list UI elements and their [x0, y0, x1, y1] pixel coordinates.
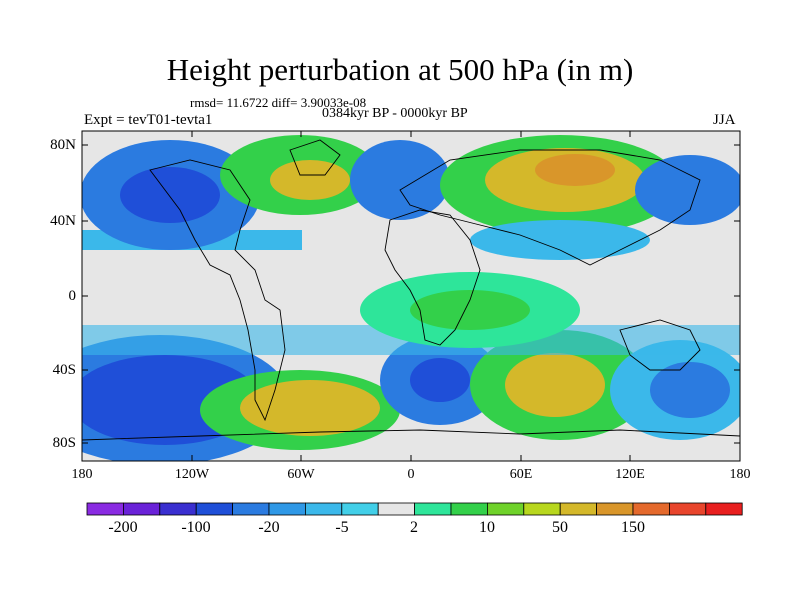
colorbar-swatch — [341, 502, 379, 516]
coastlines — [82, 139, 740, 441]
s-atlantic-core — [240, 380, 380, 436]
australia-coast — [619, 319, 701, 371]
colorbar-label: -200 — [108, 519, 138, 536]
lon-tick-120w: 120W — [174, 467, 210, 482]
colorbar-swatch — [559, 502, 598, 516]
asia-subtropical-blue — [470, 220, 650, 260]
lon-tick-180w: 180 — [71, 467, 93, 482]
s-indian-core-high — [505, 353, 605, 417]
lon-tick-60e: 60E — [509, 467, 533, 482]
antarctica-coast — [82, 429, 740, 441]
field-layer — [82, 131, 740, 461]
colorbar-swatch — [304, 502, 343, 516]
colorbar-swatch — [450, 502, 488, 516]
stats-line: rmsd= 11.6722 diff= 3.90033e-08 — [190, 95, 367, 110]
n-atlantic-low — [350, 140, 450, 220]
greenland-core — [270, 160, 350, 200]
colorbar-swatch — [195, 502, 233, 516]
africa-coast — [384, 209, 481, 346]
colorbar-swatch — [523, 502, 561, 516]
ne-pacific-low — [635, 155, 740, 225]
sw-australia-core — [650, 362, 730, 418]
tick-marks — [81, 131, 741, 461]
colorbar-swatch — [268, 502, 306, 516]
greenland-coast — [289, 139, 341, 176]
colorbar-swatch — [486, 502, 525, 516]
indian-tropical-core — [410, 290, 530, 330]
colorbar-swatch — [232, 502, 270, 516]
colorbar-label: 2 — [410, 519, 418, 536]
lat-tick-40s: 40S — [52, 362, 76, 378]
colorbar-label: -100 — [181, 519, 211, 536]
eurasia-coast — [399, 149, 701, 266]
colorbar-swatch — [86, 502, 124, 516]
lon-tick-120e: 120E — [615, 467, 645, 482]
colorbar-swatch — [414, 502, 452, 516]
colorbar-swatch — [596, 502, 634, 516]
colorbar — [86, 502, 743, 516]
map-title: Height perturbation at 500 hPa (in m) — [166, 52, 634, 87]
colorbar-swatch — [377, 502, 416, 516]
lat-tick-40n: 40N — [50, 213, 76, 229]
colorbar-swatch — [705, 502, 743, 516]
experiment-label: Expt = tevT01-tevta1 — [84, 112, 213, 128]
colorbar-swatch — [669, 502, 707, 516]
lon-tick-180e: 180 — [729, 467, 751, 482]
colorbar-label: 150 — [621, 519, 645, 536]
lat-tick-0: 0 — [68, 288, 77, 304]
colorbar-swatch — [123, 502, 161, 516]
period-label: 0384kyr BP - 0000kyr BP — [322, 106, 468, 121]
siberia-core — [535, 154, 615, 186]
colorbar-swatch — [159, 502, 197, 516]
lon-tick-60w: 60W — [287, 467, 315, 482]
season-label: JJA — [713, 112, 736, 128]
colorbar-swatch — [632, 502, 670, 516]
lon-tick-0: 0 — [407, 467, 415, 482]
americas-coast — [149, 159, 286, 422]
colorbar-label: 10 — [479, 519, 495, 536]
n-pacific-core — [120, 167, 220, 223]
lat-tick-80n: 80N — [50, 137, 76, 153]
colorbar-label: -5 — [335, 519, 349, 536]
s-indian-core — [410, 358, 470, 402]
lat-tick-80s: 80S — [52, 435, 76, 451]
colorbar-label: -20 — [258, 519, 280, 536]
colorbar-label: 50 — [552, 519, 568, 536]
